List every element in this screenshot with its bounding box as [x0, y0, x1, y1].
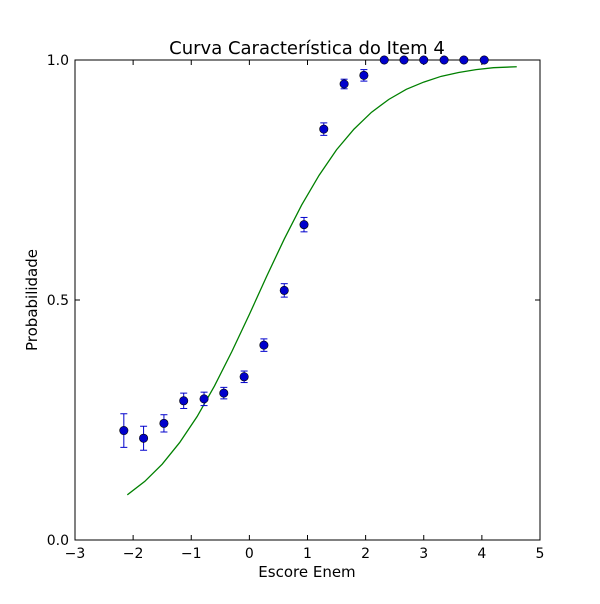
y-tick-label: 1.0 [47, 53, 69, 69]
y-axis-label: Probabilidade [23, 249, 41, 351]
x-axis-label: Escore Enem [258, 563, 355, 581]
x-tick-label: 3 [419, 546, 428, 562]
data-point [359, 70, 369, 80]
x-tick-label: 1 [303, 546, 312, 562]
data-point [119, 426, 129, 436]
y-tick-label: 0.5 [47, 293, 69, 309]
x-tick-label: −3 [65, 546, 86, 562]
data-point [419, 55, 429, 65]
x-tick-label: 5 [536, 546, 545, 562]
data-point [259, 340, 269, 350]
data-point [279, 285, 289, 295]
data-point [459, 55, 469, 65]
series-line [126, 66, 517, 496]
chart-title: Curva Característica do Item 4 [169, 38, 445, 59]
data-point [439, 55, 449, 65]
plot-frame [74, 59, 541, 541]
x-tick-label: 2 [361, 546, 370, 562]
data-point [479, 55, 489, 65]
plot-area: −3 −2 −1 0 1 2 3 4 5 0.0 0.5 1.0 [47, 53, 545, 562]
data-point [219, 388, 229, 398]
data-point [239, 372, 249, 382]
x-tick-label: −1 [181, 546, 202, 562]
data-point [339, 79, 349, 89]
data-point [299, 220, 309, 230]
data-point [319, 124, 329, 134]
data-point [179, 396, 189, 406]
y-tick-label: 0.0 [47, 533, 69, 549]
x-tick-label: 4 [477, 546, 486, 562]
data-point [399, 55, 409, 65]
data-point [159, 418, 169, 428]
x-tick-label: −2 [123, 546, 144, 562]
x-tick-label: 0 [245, 546, 254, 562]
data-point [199, 394, 209, 404]
data-point [139, 433, 149, 443]
data-point [379, 55, 389, 65]
